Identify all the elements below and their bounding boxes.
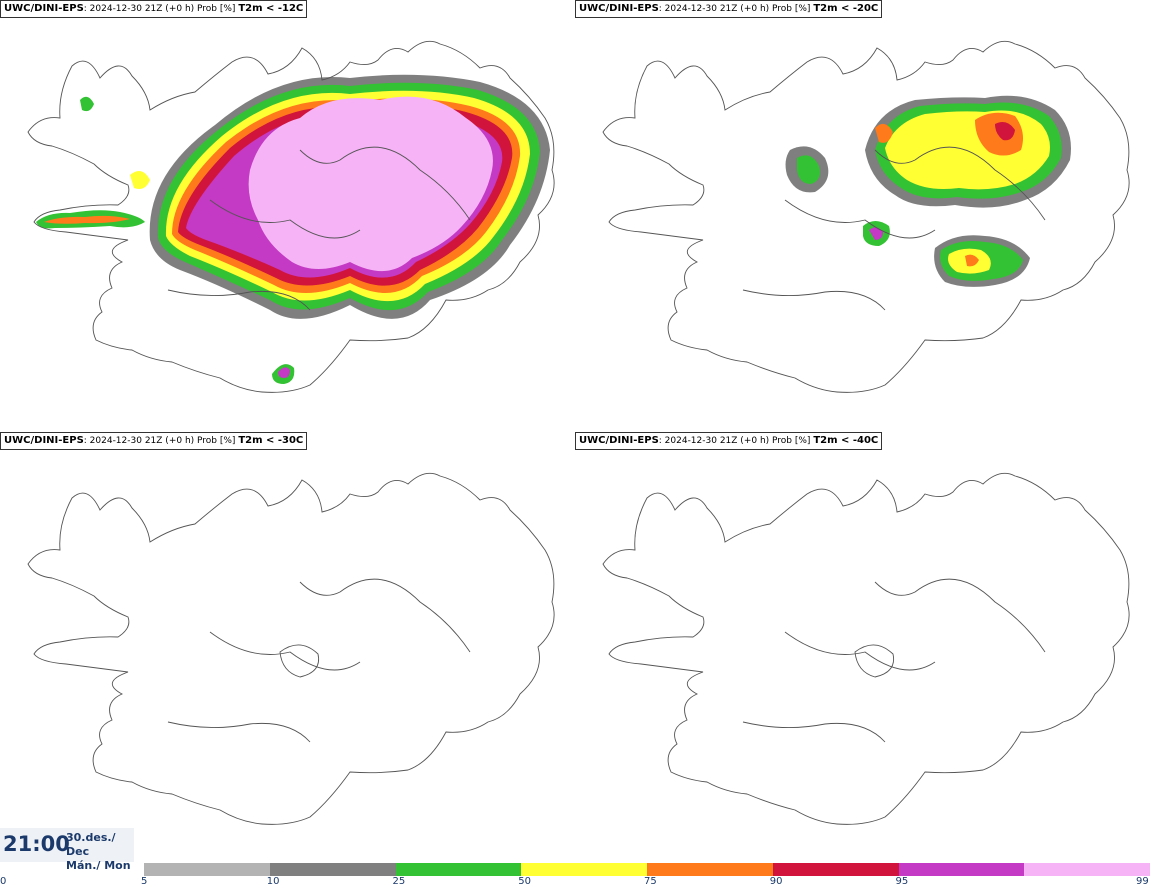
panel-title: UWC/DINI-EPS: 2024-12-30 21Z (+0 h) Prob…: [575, 0, 883, 18]
probability-map: [27, 40, 555, 393]
iceland-coastline: [27, 472, 555, 825]
colorbar-tick-label: 75: [644, 876, 657, 887]
iceland-coastline: [602, 472, 1130, 825]
valid-date: 30.des./ Dec Mán./ Mon: [66, 831, 134, 873]
valid-time-box: 21:00 30.des./ Dec Mán./ Mon: [0, 828, 134, 872]
colorbar-segment: [1024, 863, 1150, 876]
map-panel-t2m-12: UWC/DINI-EPS: 2024-12-30 21Z (+0 h) Prob…: [0, 0, 575, 430]
colorbar-tick-label: 50: [518, 876, 531, 887]
panel-title: UWC/DINI-EPS: 2024-12-30 21Z (+0 h) Prob…: [0, 432, 308, 450]
colorbar-tick-label: 90: [769, 876, 783, 887]
colorbar-tick-label: 95: [895, 876, 909, 887]
colorbar-segment: [269, 863, 396, 876]
colorbar-segment: [521, 863, 647, 876]
variable-label: T2m < -20C: [813, 3, 879, 14]
panel-title: UWC/DINI-EPS: 2024-12-30 21Z (+0 h) Prob…: [0, 0, 308, 18]
probability-map: [602, 40, 1130, 393]
colorbar-segment: [395, 863, 522, 876]
run-info: : 2024-12-30 21Z (+0 h) Prob [%]: [83, 4, 236, 14]
variable-label: T2m < -12C: [238, 3, 304, 14]
run-info: : 2024-12-30 21Z (+0 h) Prob [%]: [658, 436, 811, 446]
probability-map: [27, 472, 555, 825]
probability-colorbar: [144, 863, 1150, 876]
probability-map: [602, 472, 1130, 825]
colorbar-segment: [647, 863, 773, 876]
panel-title: UWC/DINI-EPS: 2024-12-30 21Z (+0 h) Prob…: [575, 432, 883, 450]
valid-date-line1: 30.des./ Dec: [66, 831, 116, 858]
probability-fields: [36, 74, 550, 384]
colorbar-segment: [898, 863, 1025, 876]
colorbar-segment: [772, 863, 899, 876]
colorbar-tick-label: 5: [141, 876, 148, 887]
colorbar-tick-label: 25: [392, 876, 406, 887]
colorbar-tick-label: 99: [1136, 876, 1149, 887]
iceland-coastline: [27, 40, 555, 393]
model-name: UWC/DINI-EPS: [4, 435, 84, 446]
map-panel-t2m-40: UWC/DINI-EPS: 2024-12-30 21Z (+0 h) Prob…: [575, 432, 1150, 862]
model-name: UWC/DINI-EPS: [4, 3, 84, 14]
colorbar-segment: [144, 863, 270, 876]
map-panel-t2m-20: UWC/DINI-EPS: 2024-12-30 21Z (+0 h) Prob…: [575, 0, 1150, 430]
colorbar-tick-label: 0: [0, 876, 7, 887]
run-info: : 2024-12-30 21Z (+0 h) Prob [%]: [658, 4, 811, 14]
iceland-coastline: [602, 40, 1130, 393]
variable-label: T2m < -40C: [813, 435, 879, 446]
map-panel-t2m-30: UWC/DINI-EPS: 2024-12-30 21Z (+0 h) Prob…: [0, 432, 575, 862]
valid-date-line2: Mán./ Mon: [66, 859, 131, 872]
valid-time: 21:00: [3, 832, 70, 856]
model-name: UWC/DINI-EPS: [579, 435, 659, 446]
run-info: : 2024-12-30 21Z (+0 h) Prob [%]: [83, 436, 236, 446]
model-name: UWC/DINI-EPS: [579, 3, 659, 14]
variable-label: T2m < -30C: [238, 435, 304, 446]
colorbar-tick-label: 10: [266, 876, 280, 887]
probability-fields: [785, 95, 1071, 287]
